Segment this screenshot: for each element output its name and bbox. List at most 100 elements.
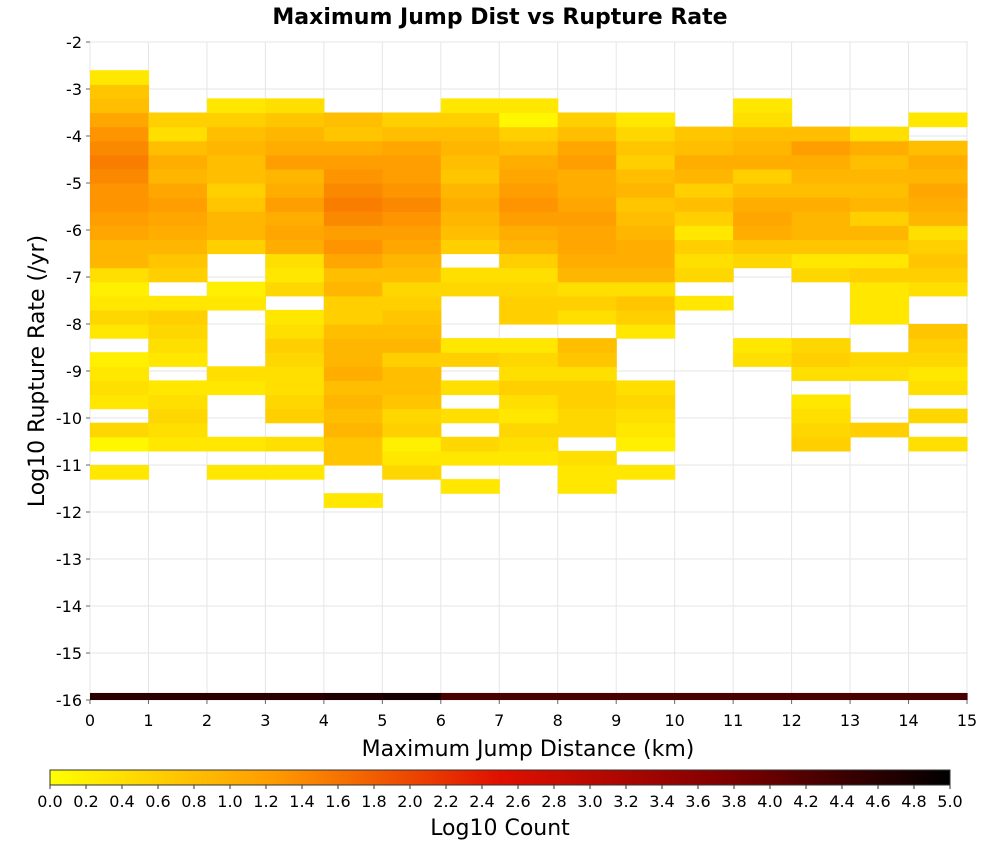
y-tick-label: -8 xyxy=(66,315,82,334)
heatmap-cell xyxy=(440,380,500,396)
heatmap-cell xyxy=(90,239,150,255)
heatmap-cell xyxy=(265,352,325,367)
heatmap-cell xyxy=(265,366,325,381)
y-tick-label: -10 xyxy=(56,409,82,428)
heatmap-cell xyxy=(90,281,150,297)
heatmap-cell xyxy=(908,239,968,255)
heatmap-cell xyxy=(382,465,442,480)
y-tick-label: -7 xyxy=(66,268,82,287)
heatmap-cell xyxy=(148,394,208,410)
colorbar-tick-label: 1.2 xyxy=(253,792,278,811)
heatmap-cell xyxy=(440,281,500,297)
heatmap-cell xyxy=(791,168,851,184)
heatmap-cell xyxy=(323,239,383,255)
heatmap-cell xyxy=(440,352,500,367)
heatmap-cell xyxy=(440,211,500,226)
heatmap-cell xyxy=(674,168,734,184)
x-axis-label: Maximum Jump Distance (km) xyxy=(362,737,695,762)
heatmap-cell xyxy=(148,225,208,240)
y-tick-label: -11 xyxy=(56,456,82,475)
heatmap-cell xyxy=(733,168,793,184)
heatmap-cell xyxy=(148,338,208,353)
heatmap-cells xyxy=(90,70,968,700)
heatmap-cell xyxy=(557,408,617,424)
colorbar-tick-label: 3.0 xyxy=(577,792,602,811)
colorbar-tick-label: 0.6 xyxy=(145,792,170,811)
heatmap-cell xyxy=(616,239,676,255)
heatmap-cell xyxy=(206,140,266,156)
heatmap-cell xyxy=(674,154,734,170)
heatmap-cell xyxy=(674,140,734,156)
heatmap-cell xyxy=(323,140,383,156)
heatmap-cell xyxy=(265,408,325,424)
heatmap-cell xyxy=(791,225,851,240)
heatmap-cell xyxy=(382,692,442,700)
heatmap-cell xyxy=(265,211,325,226)
heatmap-cell xyxy=(733,112,793,128)
heatmap-cell xyxy=(382,211,442,226)
heatmap-cell xyxy=(148,436,208,452)
heatmap-cell xyxy=(733,225,793,240)
heatmap-cell xyxy=(908,225,968,240)
x-tick-label: 7 xyxy=(494,711,504,730)
heatmap-cell xyxy=(148,352,208,367)
heatmap-cell xyxy=(733,692,793,700)
heatmap-cell xyxy=(323,309,383,325)
heatmap-cell xyxy=(850,168,910,184)
heatmap-cell xyxy=(323,380,383,396)
heatmap-cell xyxy=(265,338,325,353)
x-tick-label: 4 xyxy=(319,711,329,730)
heatmap-cell xyxy=(90,112,150,128)
heatmap-cell xyxy=(148,154,208,170)
y-tick-label: -14 xyxy=(56,597,82,616)
heatmap-cell xyxy=(791,408,851,424)
heatmap-cell xyxy=(382,309,442,325)
heatmap-cell xyxy=(206,183,266,198)
heatmap-cell xyxy=(674,183,734,198)
heatmap-cell xyxy=(265,309,325,325)
heatmap-cell xyxy=(733,352,793,367)
heatmap-cell xyxy=(908,267,968,283)
heatmap-cell xyxy=(265,239,325,255)
x-tick-label: 3 xyxy=(260,711,270,730)
heatmap-cell xyxy=(850,422,910,438)
heatmap-cell xyxy=(206,380,266,396)
heatmap-cell xyxy=(265,98,325,114)
heatmap-cell xyxy=(908,352,968,367)
heatmap-cell xyxy=(90,98,150,114)
heatmap-cell xyxy=(791,154,851,170)
heatmap-cell xyxy=(148,183,208,198)
heatmap-cell xyxy=(265,267,325,283)
x-tick-label: 13 xyxy=(840,711,860,730)
x-tick-label: 12 xyxy=(781,711,801,730)
heatmap-cell xyxy=(382,225,442,240)
heatmap-cell xyxy=(323,295,383,311)
heatmap-cell xyxy=(557,239,617,255)
heatmap-cell xyxy=(908,366,968,381)
heatmap-cell xyxy=(499,197,559,212)
heatmap-cell xyxy=(90,380,150,396)
heatmap-cell xyxy=(382,197,442,212)
chart-title: Maximum Jump Dist vs Rupture Rate xyxy=(272,5,727,30)
heatmap-cell xyxy=(850,309,910,325)
heatmap-cell xyxy=(440,692,500,700)
heatmap-cell xyxy=(557,253,617,269)
heatmap-cell xyxy=(557,225,617,240)
heatmap-cell xyxy=(499,352,559,367)
heatmap-cell xyxy=(90,253,150,269)
heatmap-cell xyxy=(850,281,910,297)
heatmap-cell xyxy=(323,267,383,283)
heatmap-cell xyxy=(791,267,851,283)
heatmap-cell xyxy=(148,380,208,396)
heatmap-cell xyxy=(791,422,851,438)
heatmap-cell xyxy=(908,183,968,198)
heatmap-cell xyxy=(850,126,910,142)
heatmap-cell xyxy=(616,309,676,325)
heatmap-cell xyxy=(850,366,910,381)
y-tick-label: -3 xyxy=(66,80,82,99)
heatmap-cell xyxy=(733,211,793,226)
heatmap-cell xyxy=(616,197,676,212)
heatmap-cell xyxy=(265,140,325,156)
heatmap-cell xyxy=(850,197,910,212)
